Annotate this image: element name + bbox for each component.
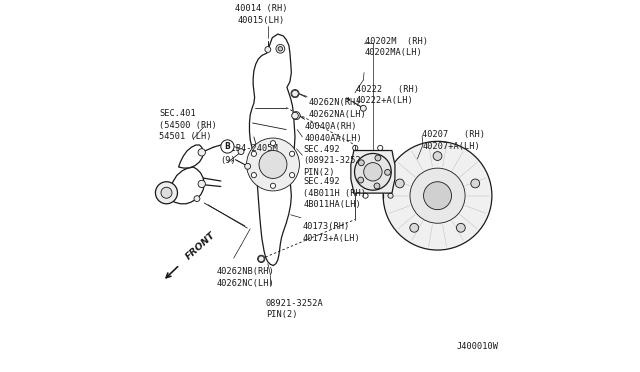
Circle shape: [252, 173, 257, 178]
Circle shape: [271, 141, 276, 146]
Circle shape: [198, 180, 205, 187]
Polygon shape: [168, 167, 204, 204]
Circle shape: [271, 183, 276, 188]
Circle shape: [355, 154, 391, 190]
Circle shape: [221, 140, 234, 153]
Circle shape: [433, 152, 442, 160]
Circle shape: [374, 183, 380, 189]
Text: B: B: [225, 142, 230, 151]
Text: 40207   (RH)
40207+A(LH): 40207 (RH) 40207+A(LH): [422, 130, 485, 151]
Circle shape: [396, 179, 404, 188]
Circle shape: [276, 44, 285, 53]
Text: 40040A(RH)
40040AA(LH): 40040A(RH) 40040AA(LH): [305, 122, 362, 143]
Circle shape: [385, 169, 390, 175]
Text: 08921-3252A
PIN(2): 08921-3252A PIN(2): [266, 299, 323, 319]
Polygon shape: [179, 145, 203, 168]
Circle shape: [289, 173, 294, 178]
Text: 40202M  (RH)
40202MA(LH): 40202M (RH) 40202MA(LH): [365, 37, 428, 57]
Text: 081B4-2405M
(9): 081B4-2405M (9): [220, 144, 278, 165]
Text: 40222   (RH)
40222+A(LH): 40222 (RH) 40222+A(LH): [356, 85, 419, 105]
Text: SEC.492
(08921-3252A)
PIN(2): SEC.492 (08921-3252A) PIN(2): [303, 145, 372, 177]
Text: 40014 (RH)
40015(LH): 40014 (RH) 40015(LH): [235, 4, 287, 25]
Text: J400010W: J400010W: [456, 342, 498, 351]
Circle shape: [259, 151, 287, 179]
Circle shape: [292, 112, 298, 119]
Polygon shape: [351, 151, 395, 193]
Circle shape: [291, 90, 299, 97]
Circle shape: [194, 196, 200, 202]
Circle shape: [257, 255, 265, 263]
Text: 40262N(RH)
40262NA(LH): 40262N(RH) 40262NA(LH): [308, 98, 366, 119]
Polygon shape: [250, 34, 295, 266]
Circle shape: [410, 168, 465, 223]
Circle shape: [410, 223, 419, 232]
Circle shape: [292, 112, 300, 120]
Circle shape: [156, 182, 177, 204]
Circle shape: [252, 151, 257, 156]
Circle shape: [471, 179, 479, 188]
Circle shape: [358, 177, 364, 183]
Circle shape: [375, 155, 381, 161]
Text: 40173(RH)
40173+A(LH): 40173(RH) 40173+A(LH): [302, 222, 360, 243]
Circle shape: [259, 256, 264, 262]
Circle shape: [292, 90, 298, 97]
Circle shape: [260, 257, 262, 260]
Circle shape: [246, 138, 300, 191]
Circle shape: [293, 92, 297, 96]
Circle shape: [289, 151, 294, 156]
Circle shape: [358, 160, 364, 166]
Circle shape: [456, 223, 465, 232]
Circle shape: [364, 163, 382, 181]
Circle shape: [424, 182, 451, 210]
Text: SEC.401
(54500 (RH)
54501 (LH): SEC.401 (54500 (RH) 54501 (LH): [159, 109, 217, 141]
Circle shape: [278, 46, 282, 51]
Text: 40262NB(RH)
40262NC(LH): 40262NB(RH) 40262NC(LH): [216, 267, 274, 288]
Circle shape: [198, 149, 205, 156]
Circle shape: [161, 187, 172, 198]
Circle shape: [383, 141, 492, 250]
Circle shape: [238, 149, 244, 154]
Circle shape: [244, 163, 251, 169]
Circle shape: [265, 46, 271, 52]
Circle shape: [360, 105, 366, 111]
Text: SEC.492
(4B011H (RH)
4B011HA(LH): SEC.492 (4B011H (RH) 4B011HA(LH): [303, 177, 367, 209]
Text: FRONT: FRONT: [184, 231, 217, 262]
